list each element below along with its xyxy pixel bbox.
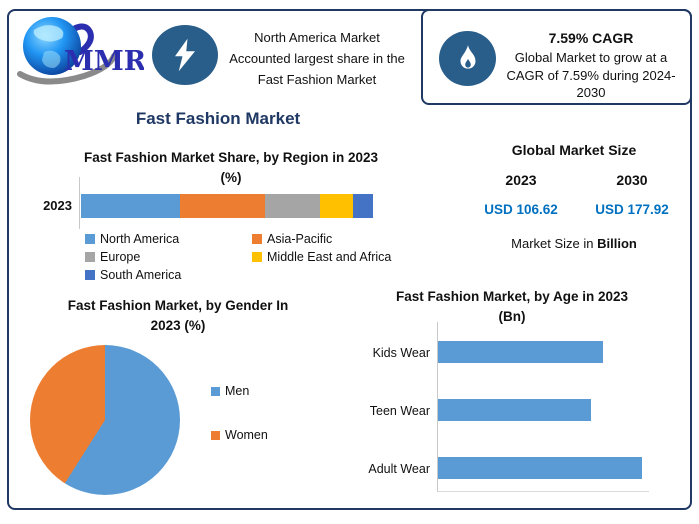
flame-icon	[460, 44, 475, 69]
legend-item-women: Women	[211, 428, 268, 442]
legend-label: Men	[225, 384, 250, 398]
legend-label: Women	[225, 428, 268, 442]
legend-swatch	[252, 252, 262, 262]
legend-item-europe: Europe	[85, 250, 140, 264]
globe-icon: MMR	[17, 17, 147, 85]
cagr-text: Global Market to grow at a CAGR of 7.59%…	[496, 49, 686, 102]
legend-item-asia-pacific: Asia-Pacific	[252, 232, 332, 246]
age-bar	[438, 341, 603, 363]
legend-label: Asia-Pacific	[267, 232, 333, 246]
market-size-value: USD 177.92	[595, 202, 669, 217]
age-bar	[438, 457, 642, 479]
header-callout-text: North America Market Accounted largest s…	[222, 27, 412, 90]
region-segment-middle-east-and-africa	[320, 194, 353, 218]
region-stacked-bar	[81, 194, 373, 218]
legend-swatch	[85, 270, 95, 280]
legend-item-men: Men	[211, 384, 249, 398]
age-y-axis	[437, 322, 438, 492]
region-segment-europe	[264, 194, 321, 218]
legend-swatch	[211, 386, 220, 396]
legend-swatch	[252, 234, 262, 244]
cagr-box	[421, 9, 692, 105]
region-chart-title: Fast Fashion Market Share, by Region in …	[83, 150, 379, 185]
market-size-year: 2023	[505, 172, 537, 188]
page-title: Fast Fashion Market	[135, 109, 301, 128]
region-y-axis	[79, 177, 80, 229]
age-label-adult-wear: Adult Wear	[368, 462, 430, 476]
legend-label: South America	[100, 268, 182, 282]
legend-item-south-america: South America	[85, 268, 181, 282]
age-x-axis	[437, 491, 649, 492]
market-size-value: USD 106.62	[484, 202, 558, 217]
age-label-teen-wear: Teen Wear	[369, 404, 430, 418]
legend-item-middle-east-africa: Middle East and Africa	[252, 250, 391, 264]
cagr-line: CAGR of 7.59% during 2024-	[506, 67, 676, 83]
region-category-label: 2023	[43, 198, 72, 213]
cagr-line: 2030	[576, 85, 606, 100]
callout-line: North America Market	[254, 30, 380, 45]
age-bar	[438, 399, 591, 421]
legend-swatch	[211, 430, 220, 440]
outer-border	[7, 9, 692, 510]
region-segment-asia-pacific	[180, 194, 265, 218]
mmr-logo: MMR	[14, 12, 147, 90]
market-size-year: 2030	[616, 172, 648, 188]
callout-line: Fast Fashion Market	[257, 72, 377, 87]
svg-text:MMR: MMR	[64, 46, 144, 77]
market-size-footnote: Market Size in Billion	[511, 236, 637, 251]
callout-line: Accounted largest share in the	[229, 51, 405, 66]
market-size-title: Global Market Size	[511, 142, 637, 158]
flame-circle	[439, 31, 496, 86]
region-segment-south-america	[352, 194, 373, 218]
gender-chart-title: Fast Fashion Market, by Gender In 2023 (…	[67, 298, 289, 333]
legend-swatch	[85, 252, 95, 262]
lightning-circle	[152, 25, 218, 85]
lightning-bolt-icon	[175, 38, 195, 72]
legend-swatch	[85, 234, 95, 244]
age-label-kids-wear: Kids Wear	[372, 346, 430, 360]
legend-label: Europe	[100, 250, 141, 264]
legend-label: North America	[100, 232, 180, 246]
age-chart-title: Fast Fashion Market, by Age in 2023 (Bn)	[395, 289, 629, 324]
legend-label: Middle East and Africa	[267, 250, 392, 264]
gender-pie	[30, 345, 180, 495]
legend-item-north-america: North America	[85, 232, 179, 246]
region-segment-north-america	[81, 194, 181, 218]
cagr-line: Global Market to grow at a	[514, 50, 668, 65]
cagr-title: 7.59% CAGR	[548, 30, 634, 46]
